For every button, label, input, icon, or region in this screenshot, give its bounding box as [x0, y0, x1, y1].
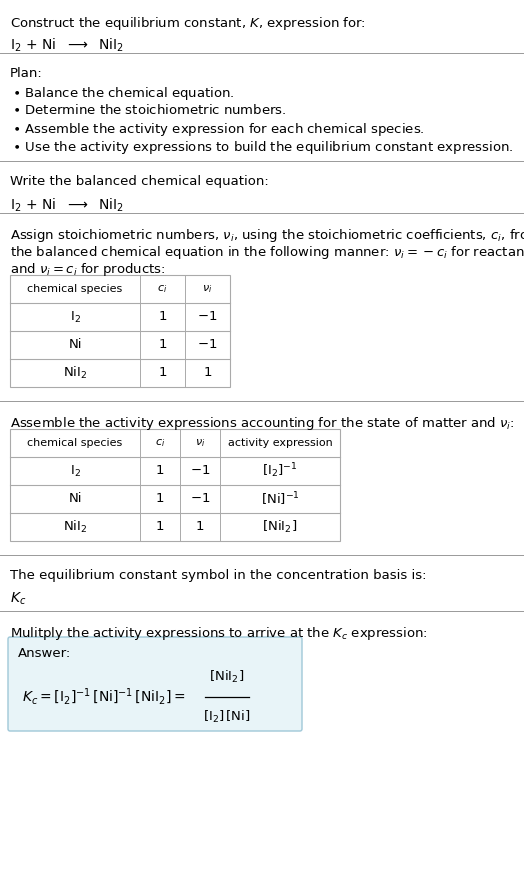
Text: $c_i$: $c_i$: [157, 283, 168, 295]
Text: $K_c$: $K_c$: [10, 591, 26, 607]
Text: $-1$: $-1$: [190, 464, 210, 478]
Text: $\bullet$ Use the activity expressions to build the equilibrium constant express: $\bullet$ Use the activity expressions t…: [12, 139, 514, 156]
Text: Plan:: Plan:: [10, 67, 43, 80]
Text: 1: 1: [158, 311, 167, 323]
Text: $-1$: $-1$: [198, 338, 217, 352]
Text: $\nu_i$: $\nu_i$: [195, 437, 205, 449]
Text: $\mathrm{I_2}$ + Ni  $\longrightarrow$  $\mathrm{NiI_2}$: $\mathrm{I_2}$ + Ni $\longrightarrow$ $\…: [10, 197, 124, 214]
Text: chemical species: chemical species: [27, 438, 123, 448]
Text: $[\mathrm{Ni}]^{-1}$: $[\mathrm{Ni}]^{-1}$: [260, 490, 299, 508]
Text: $\mathrm{I_2}$ + Ni  $\longrightarrow$  $\mathrm{NiI_2}$: $\mathrm{I_2}$ + Ni $\longrightarrow$ $\…: [10, 37, 124, 54]
Text: Assign stoichiometric numbers, $\nu_i$, using the stoichiometric coefficients, $: Assign stoichiometric numbers, $\nu_i$, …: [10, 227, 524, 244]
Text: 1: 1: [158, 366, 167, 380]
Text: $[\mathrm{NiI_2}]$: $[\mathrm{NiI_2}]$: [210, 669, 245, 685]
Text: Write the balanced chemical equation:: Write the balanced chemical equation:: [10, 175, 269, 188]
Text: $-1$: $-1$: [198, 311, 217, 323]
Text: $K_c = [\mathrm{I_2}]^{-1}\,[\mathrm{Ni}]^{-1}\,[\mathrm{NiI_2}] = $: $K_c = [\mathrm{I_2}]^{-1}\,[\mathrm{Ni}…: [22, 687, 185, 707]
Text: $c_i$: $c_i$: [155, 437, 165, 449]
Bar: [10, 275, 230, 387]
Text: $\bullet$ Balance the chemical equation.: $\bullet$ Balance the chemical equation.: [12, 85, 234, 102]
Text: $[\mathrm{NiI_2}]$: $[\mathrm{NiI_2}]$: [263, 519, 298, 535]
Bar: [10, 429, 340, 541]
Text: activity expression: activity expression: [227, 438, 332, 448]
Text: Ni: Ni: [68, 338, 82, 352]
Text: $\bullet$ Assemble the activity expression for each chemical species.: $\bullet$ Assemble the activity expressi…: [12, 121, 424, 138]
Text: $\bullet$ Determine the stoichiometric numbers.: $\bullet$ Determine the stoichiometric n…: [12, 103, 287, 117]
Text: $\nu_i$: $\nu_i$: [202, 283, 213, 295]
Text: $[\mathrm{I_2}]\,[\mathrm{Ni}]$: $[\mathrm{I_2}]\,[\mathrm{Ni}]$: [203, 709, 251, 725]
Text: chemical species: chemical species: [27, 284, 123, 294]
Text: $\mathrm{NiI_2}$: $\mathrm{NiI_2}$: [63, 365, 88, 381]
Text: $\mathrm{I_2}$: $\mathrm{I_2}$: [70, 463, 81, 479]
Text: $\mathrm{NiI_2}$: $\mathrm{NiI_2}$: [63, 519, 88, 535]
Text: 1: 1: [156, 521, 164, 533]
Text: The equilibrium constant symbol in the concentration basis is:: The equilibrium constant symbol in the c…: [10, 569, 427, 582]
Text: Ni: Ni: [68, 493, 82, 505]
Text: Answer:: Answer:: [18, 647, 71, 660]
Text: Construct the equilibrium constant, $K$, expression for:: Construct the equilibrium constant, $K$,…: [10, 15, 366, 32]
Text: Mulitply the activity expressions to arrive at the $K_c$ expression:: Mulitply the activity expressions to arr…: [10, 625, 428, 642]
Text: Assemble the activity expressions accounting for the state of matter and $\nu_i$: Assemble the activity expressions accoun…: [10, 415, 515, 432]
Text: 1: 1: [158, 338, 167, 352]
Text: 1: 1: [203, 366, 212, 380]
FancyBboxPatch shape: [8, 637, 302, 731]
Text: 1: 1: [156, 493, 164, 505]
Text: $-1$: $-1$: [190, 493, 210, 505]
Text: $[\mathrm{I_2}]^{-1}$: $[\mathrm{I_2}]^{-1}$: [262, 462, 298, 480]
Text: the balanced chemical equation in the following manner: $\nu_i = -c_i$ for react: the balanced chemical equation in the fo…: [10, 244, 524, 261]
Text: 1: 1: [156, 464, 164, 478]
Text: 1: 1: [196, 521, 204, 533]
Text: $\mathrm{I_2}$: $\mathrm{I_2}$: [70, 310, 81, 324]
Text: and $\nu_i = c_i$ for products:: and $\nu_i = c_i$ for products:: [10, 261, 166, 278]
